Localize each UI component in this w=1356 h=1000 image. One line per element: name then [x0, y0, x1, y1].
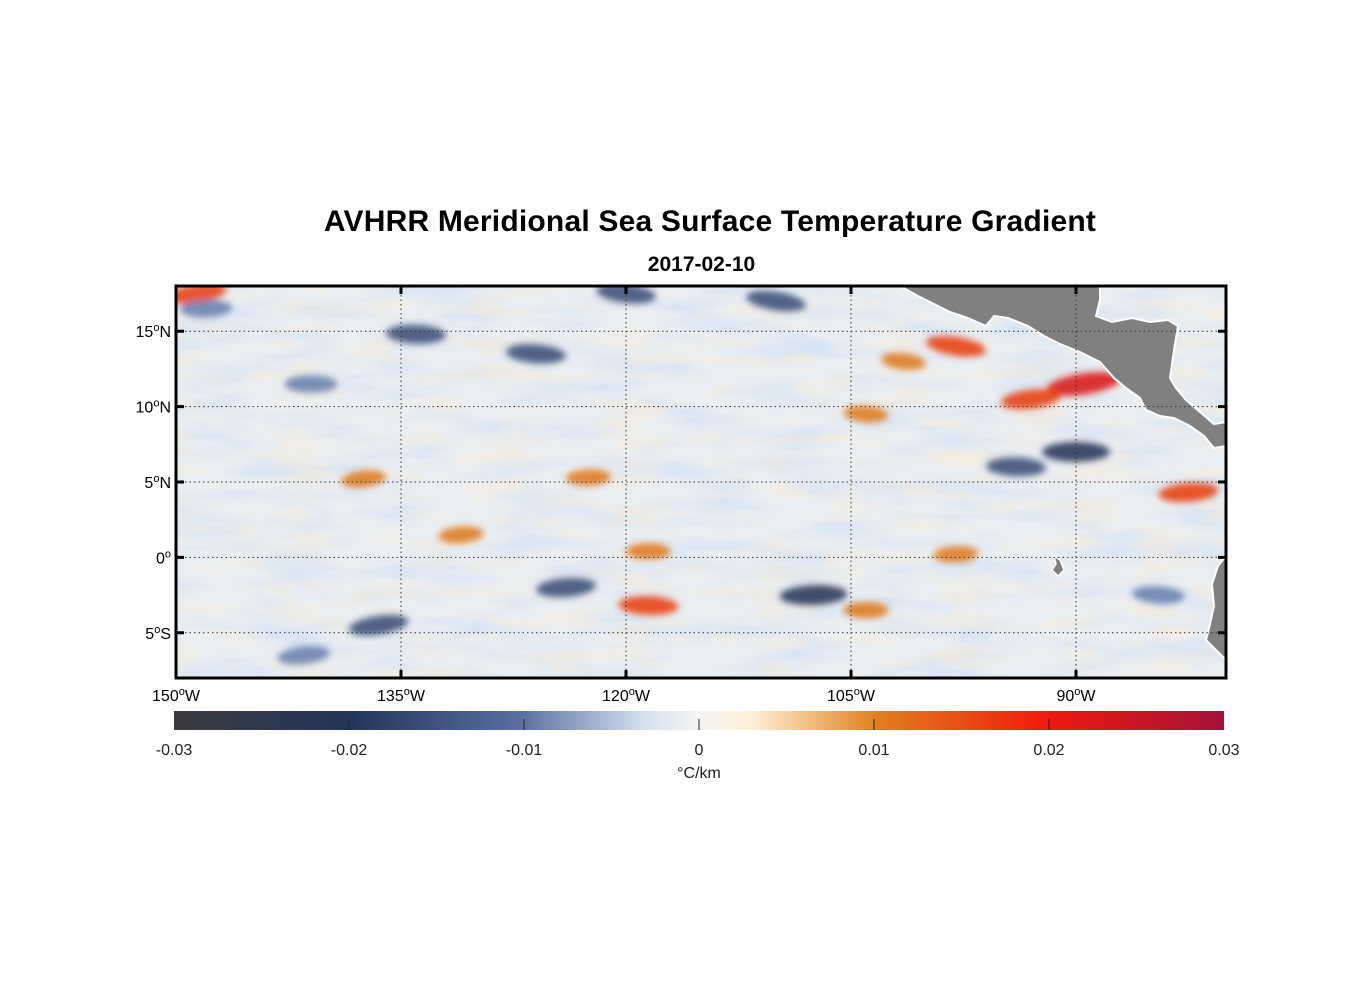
positive-gradient-front: [1001, 389, 1061, 410]
positive-gradient-front: [618, 596, 679, 616]
negative-gradient-front: [986, 457, 1046, 477]
positive-gradient-front: [341, 470, 386, 488]
lon-label-135W: 135oW: [377, 686, 426, 705]
colorbar-tick-label: 0.01: [858, 742, 889, 759]
galapagos-islands: [1051, 554, 1065, 578]
negative-gradient-front: [179, 299, 233, 318]
colorbar: -0.03 -0.02 -0.01 0 0.01 0.02 0.03 °C/km: [156, 711, 1240, 782]
longitude-labels: 150oW 135oW 120oW 105oW 90oW: [152, 686, 1096, 705]
map-date: 2017-02-10: [647, 253, 756, 276]
negative-gradient-front: [779, 585, 848, 606]
latitude-labels: 15oN 10oN 5oN 0o 5oS: [136, 322, 171, 643]
positive-gradient-front: [626, 543, 671, 560]
lat-label-15N: 15oN: [136, 322, 171, 341]
lon-label-105W: 105oW: [827, 686, 876, 705]
positive-gradient-front: [933, 546, 979, 563]
colorbar-tick-label: 0: [695, 742, 704, 759]
colorbar-tick-label: -0.03: [156, 742, 193, 759]
lon-label-90W: 90oW: [1056, 686, 1096, 705]
central-america-land: [897, 286, 1226, 450]
negative-gradient-front: [746, 290, 806, 312]
negative-gradient-front: [506, 344, 566, 364]
positive-gradient-front: [843, 601, 889, 619]
colorbar-tick-label: -0.02: [331, 742, 368, 759]
colorbar-unit-label: °C/km: [677, 765, 721, 782]
positive-gradient-front: [1046, 372, 1121, 396]
sst-gradient-field: [176, 286, 1226, 678]
negative-gradient-front: [1132, 586, 1185, 605]
lat-label-10N: 10oN: [136, 398, 171, 417]
negative-gradient-front: [348, 614, 409, 636]
lon-label-120W: 120oW: [602, 686, 651, 705]
lat-label-5S: 5oS: [145, 624, 171, 643]
positive-gradient-front: [881, 352, 926, 370]
map-frame: [174, 284, 1228, 680]
positive-gradient-front: [176, 286, 227, 304]
negative-gradient-front: [1042, 441, 1110, 462]
negative-gradient-front: [536, 577, 596, 598]
negative-gradient-front: [284, 375, 338, 393]
positive-gradient-front: [438, 526, 484, 544]
colorbar-tick-label: 0.02: [1033, 742, 1064, 759]
colorbar-tick-label: 0.03: [1208, 742, 1239, 759]
positive-gradient-front: [1158, 482, 1219, 503]
negative-gradient-front: [277, 646, 330, 665]
negative-gradient-front: [386, 324, 446, 344]
map-title: AVHRR Meridional Sea Surface Temperature…: [323, 205, 1097, 238]
positive-gradient-front: [843, 405, 889, 423]
positive-gradient-front: [926, 335, 986, 357]
lat-label-0: 0o: [156, 548, 171, 567]
lon-label-150W: 150oW: [152, 686, 201, 705]
lat-label-5N: 5oN: [144, 473, 171, 492]
colorbar-tick-label: -0.01: [506, 742, 543, 759]
